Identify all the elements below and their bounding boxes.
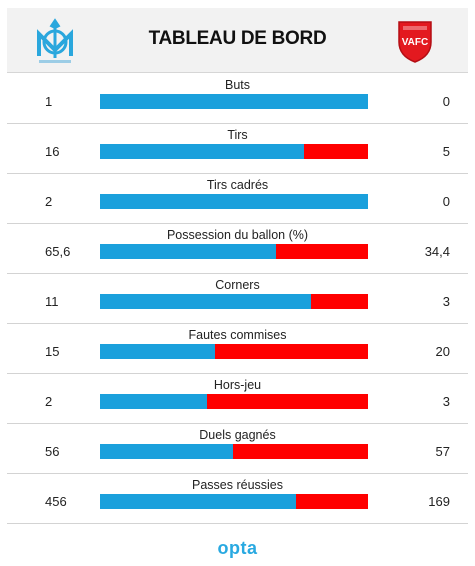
home-bar-fill	[100, 344, 215, 359]
page-title: TABLEAU DE BORD	[148, 28, 327, 49]
home-value: 2	[45, 194, 53, 209]
away-team-logo: VAFC	[398, 21, 432, 63]
away-value: 3	[442, 294, 450, 309]
comparison-bar	[100, 144, 368, 159]
home-bar-fill	[100, 444, 233, 459]
stat-row: Tirs 16 5	[7, 123, 468, 174]
away-value: 34,4	[424, 244, 450, 259]
home-value: 1	[45, 94, 53, 109]
stat-label: Hors-jeu	[213, 378, 262, 392]
opta-logo: opta	[217, 538, 258, 558]
stat-row: Passes réussies 456 169	[7, 473, 468, 524]
stat-label: Possession du ballon (%)	[166, 228, 309, 242]
home-bar-fill	[100, 194, 368, 209]
stat-label: Duels gagnés	[199, 428, 276, 442]
away-value: 0	[442, 194, 450, 209]
home-value: 456	[45, 494, 67, 509]
stat-row: Hors-jeu 2 3	[7, 373, 468, 424]
home-value: 15	[45, 344, 60, 359]
stat-label: Tirs cadrés	[206, 178, 269, 192]
stat-row: Possession du ballon (%) 65,6 34,4	[7, 223, 468, 274]
home-value: 2	[45, 394, 53, 409]
comparison-bar	[100, 94, 368, 109]
comparison-bar	[100, 394, 368, 409]
scoreboard-header: TABLEAU DE BORD VAFC	[7, 8, 468, 73]
home-value: 11	[45, 294, 59, 309]
away-value: 3	[442, 394, 450, 409]
comparison-bar	[100, 494, 368, 509]
stat-row: Corners 11 3	[7, 273, 468, 324]
comparison-bar	[100, 444, 368, 459]
stat-row: Buts 1 0	[7, 73, 468, 124]
home-bar-fill	[100, 94, 368, 109]
stat-row: Fautes commises 15 20	[7, 323, 468, 374]
stat-label: Buts	[224, 78, 250, 92]
home-bar-fill	[100, 494, 296, 509]
stat-label: Fautes commises	[188, 328, 287, 342]
stat-label: Tirs	[227, 128, 248, 142]
comparison-bar	[100, 344, 368, 359]
home-team-logo	[37, 18, 73, 63]
home-value: 16	[45, 144, 60, 159]
stat-row: Tirs cadrés 2 0	[7, 173, 468, 224]
stat-row: Duels gagnés 56 57	[7, 423, 468, 474]
away-value: 169	[428, 494, 450, 509]
home-bar-fill	[100, 394, 208, 409]
away-value: 5	[442, 144, 450, 159]
away-value: 57	[435, 444, 450, 459]
away-logo-text: VAFC	[402, 37, 428, 48]
home-value: 65,6	[45, 244, 71, 259]
home-bar-fill	[100, 144, 305, 159]
home-bar-fill	[100, 244, 276, 259]
comparison-bar	[100, 244, 368, 259]
home-bar-fill	[100, 294, 311, 309]
away-value: 0	[442, 94, 450, 109]
stat-label: Passes réussies	[191, 478, 283, 492]
stat-label: Corners	[215, 278, 260, 292]
away-value: 20	[435, 344, 450, 359]
comparison-bar	[100, 294, 368, 309]
home-value: 56	[45, 444, 60, 459]
comparison-bar	[100, 194, 368, 209]
